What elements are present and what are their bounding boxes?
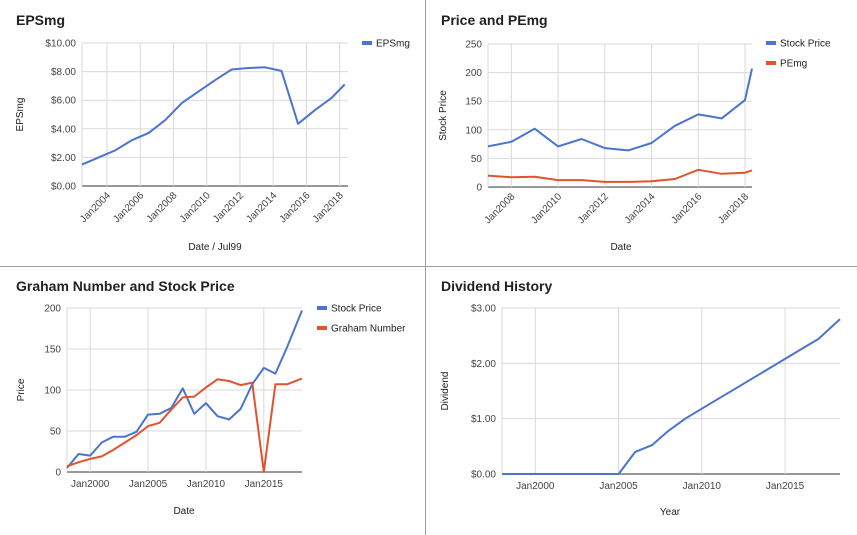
x-tick-label: Jan2015 xyxy=(766,481,805,492)
series-line-0 xyxy=(66,310,303,469)
x-tick-label: Jan2005 xyxy=(129,479,168,490)
y-tick-label: 100 xyxy=(44,386,61,397)
y-tick-label: $10.00 xyxy=(45,39,76,50)
x-axis-title: Date xyxy=(610,242,632,253)
legend-label-1: Graham Number xyxy=(331,324,406,335)
legend-swatch-0 xyxy=(766,41,776,45)
series-line-0 xyxy=(487,68,753,152)
y-tick-label: 50 xyxy=(471,154,483,165)
x-tick-label: Jan2018 xyxy=(716,191,751,226)
y-tick-label: 150 xyxy=(44,345,61,356)
y-tick-label: $2.00 xyxy=(51,153,76,164)
x-tick-label: Jan2010 xyxy=(187,479,226,490)
legend-swatch-0 xyxy=(317,306,327,310)
legend-label-1: PEmg xyxy=(780,59,807,70)
dividend-chart-panel: Dividend History $0.00 $1.00 $2.00 $3.00 Jan2… xyxy=(426,267,857,535)
legend-swatch-1 xyxy=(317,326,327,330)
y-tick-label: 50 xyxy=(50,427,62,438)
legend-label-0: EPSmg xyxy=(376,39,410,50)
y-tick-label: 0 xyxy=(55,468,61,479)
x-axis-title: Year xyxy=(660,507,681,518)
series-line-1 xyxy=(66,377,303,473)
graham-chart: Graham Number and Stock Price 0 50 100 150 20… xyxy=(16,278,406,517)
x-tick-label: Jan2000 xyxy=(516,481,555,492)
x-tick-label: Jan2014 xyxy=(244,190,279,225)
y-tick-label: $0.00 xyxy=(51,182,76,193)
y-tick-label: $4.00 xyxy=(51,124,76,135)
series-line-0 xyxy=(502,318,841,475)
y-tick-label: $1.00 xyxy=(471,414,496,425)
x-axis-title: Date / Jul99 xyxy=(188,242,242,253)
chart-title: Graham Number and Stock Price xyxy=(16,278,235,294)
series-line-1 xyxy=(487,168,753,183)
chart-title: EPSmg xyxy=(16,12,65,28)
x-tick-label: Jan2008 xyxy=(145,190,180,225)
y-axis-title: Dividend xyxy=(440,372,451,411)
y-tick-label: 250 xyxy=(465,40,482,51)
x-tick-label: Jan2016 xyxy=(278,190,313,225)
x-tick-label: Jan2015 xyxy=(245,479,284,490)
x-tick-label: Jan2008 xyxy=(483,191,518,226)
y-tick-label: 150 xyxy=(465,97,482,108)
series-line-0 xyxy=(81,66,346,166)
y-tick-label: $6.00 xyxy=(51,96,76,107)
chart-title: Dividend History xyxy=(441,278,552,294)
chart-title: Price and PEmg xyxy=(441,12,548,28)
x-tick-label: Jan2016 xyxy=(669,191,704,226)
x-tick-label: Jan2018 xyxy=(311,190,346,225)
y-tick-label: 200 xyxy=(465,68,482,79)
x-tick-label: Jan2010 xyxy=(683,481,722,492)
y-tick-label: 100 xyxy=(465,125,482,136)
y-tick-label: 0 xyxy=(476,183,482,194)
legend-label-0: Stock Price xyxy=(780,39,831,50)
x-tick-label: Jan2014 xyxy=(623,191,658,226)
y-tick-label: $2.00 xyxy=(471,359,496,370)
legend-swatch-0 xyxy=(362,41,372,45)
y-axis-title: EPSmg xyxy=(15,98,26,132)
y-tick-label: $3.00 xyxy=(471,304,496,315)
x-axis-title: Date xyxy=(173,506,195,517)
y-tick-label: $8.00 xyxy=(51,67,76,78)
eps-chart-panel: EPSmg $0.00 $2.00 $4.00 $6.00 $8.00 $10.00 Jan2… xyxy=(0,0,426,267)
graham-chart-panel: Graham Number and Stock Price 0 50 100 150 20… xyxy=(0,267,426,535)
y-tick-label: $0.00 xyxy=(471,470,496,481)
dividend-chart: Dividend History $0.00 $1.00 $2.00 $3.00 Jan2… xyxy=(440,278,841,518)
legend-swatch-1 xyxy=(766,61,776,65)
price-pe-chart: Price and PEmg 0 50 100 150 200 250 Jan2008 Jan2… xyxy=(438,12,831,253)
x-tick-label: Jan2010 xyxy=(529,191,564,226)
x-tick-label: Jan2012 xyxy=(576,191,611,226)
y-axis-title: Price xyxy=(16,378,27,401)
y-axis-title: Stock Price xyxy=(438,90,449,141)
eps-chart: EPSmg $0.00 $2.00 $4.00 $6.00 $8.00 $10.00 Jan2… xyxy=(15,12,410,253)
legend-label-0: Stock Price xyxy=(331,304,382,315)
x-tick-label: Jan2000 xyxy=(71,479,110,490)
x-tick-label: Jan2004 xyxy=(78,190,113,225)
x-tick-label: Jan2005 xyxy=(599,481,638,492)
x-tick-label: Jan2006 xyxy=(111,190,146,225)
y-tick-label: 200 xyxy=(44,304,61,315)
x-tick-label: Jan2012 xyxy=(211,190,246,225)
price-pe-chart-panel: Price and PEmg 0 50 100 150 200 250 Jan2008 Jan2… xyxy=(426,0,857,267)
x-tick-label: Jan2010 xyxy=(178,190,213,225)
